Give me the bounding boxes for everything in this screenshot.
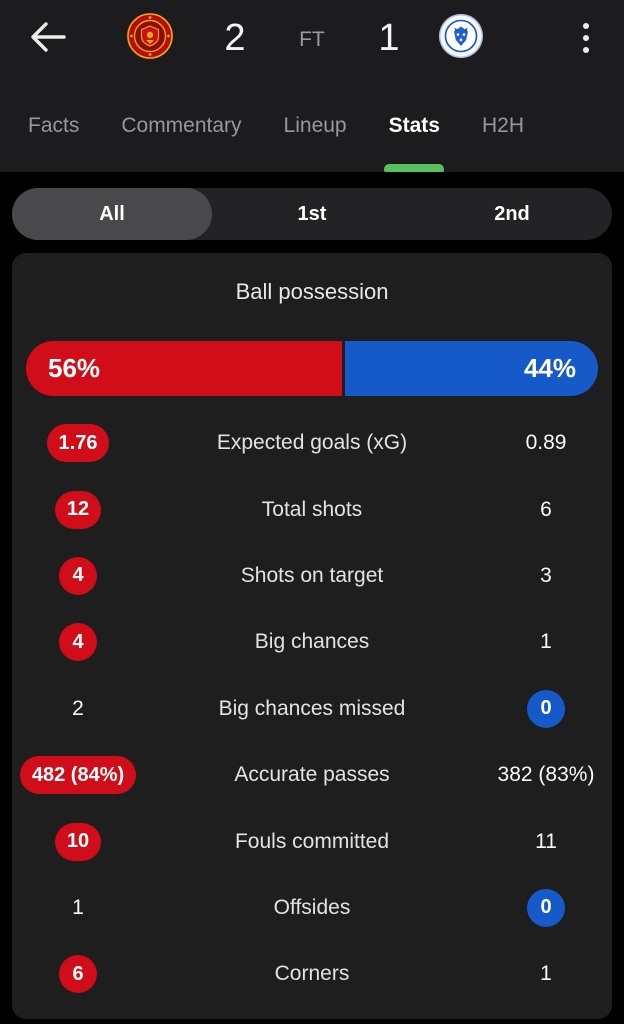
- away-stat-value: 382 (83%): [497, 763, 595, 787]
- possession-title: Ball possession: [235, 279, 389, 304]
- stat-label: Fouls committed: [234, 829, 390, 853]
- segment-1st[interactable]: 1st: [212, 188, 412, 240]
- home-stat-value: 12: [54, 490, 102, 529]
- home-stat-value: 10: [54, 822, 102, 861]
- stat-label: Offsides: [273, 895, 351, 919]
- possession-away-segment: 44%: [345, 341, 598, 396]
- topbar: 2 FT 1: [0, 0, 624, 172]
- stats-card: Ball possession 56% 44% 1.76 Expected go…: [12, 253, 612, 1019]
- stat-label: Shots on target: [240, 563, 384, 587]
- match-header: 2 FT 1: [0, 0, 624, 80]
- back-button[interactable]: [28, 17, 68, 57]
- away-stat-value: 0: [527, 888, 565, 927]
- home-stat-value: 6: [59, 955, 97, 994]
- possession-bar: 56% 44%: [26, 341, 598, 396]
- stat-row-accurate-passes: 482 (84%) Accurate passes 382 (83%): [19, 742, 598, 808]
- tab-commentary[interactable]: Commentary: [121, 80, 241, 172]
- tab-bar: Facts Commentary Lineup Stats H2H: [0, 80, 624, 172]
- stat-row-total-shots: 12 Total shots 6: [26, 476, 598, 542]
- stat-label: Expected goals (xG): [216, 431, 408, 455]
- possession-home-segment: 56%: [26, 341, 342, 396]
- stat-label: Big chances missed: [218, 696, 406, 720]
- segment-2nd[interactable]: 2nd: [412, 188, 612, 240]
- away-team-crest-icon: [438, 13, 484, 59]
- home-stat-value: 4: [59, 623, 97, 662]
- stat-label: Accurate passes: [234, 763, 390, 787]
- more-options-button[interactable]: [570, 18, 602, 58]
- stat-rows: 1.76 Expected goals (xG) 0.89 12 Total s…: [19, 410, 598, 1008]
- home-score: 2: [224, 17, 246, 59]
- away-stat-value: 3: [540, 563, 552, 587]
- home-stat-value: 1.76: [46, 424, 110, 463]
- stat-row-corners: 6 Corners 1: [26, 941, 598, 1007]
- away-stat-value: 1: [540, 962, 552, 986]
- stat-label: Corners: [274, 962, 350, 986]
- stat-row-big-chances: 4 Big chances 1: [26, 609, 598, 675]
- possession-away-value: 44%: [523, 353, 576, 383]
- stat-row-shots-on-target: 4 Shots on target 3: [26, 543, 598, 609]
- away-score: 1: [378, 17, 400, 59]
- stat-row-expected-goals: 1.76 Expected goals (xG) 0.89: [26, 410, 598, 476]
- tab-stats[interactable]: Stats: [384, 80, 445, 172]
- away-stat-value: 11: [535, 829, 557, 853]
- stat-row-fouls-committed: 10 Fouls committed 11: [26, 808, 598, 874]
- home-stat-value: 1: [72, 895, 84, 919]
- tab-h2h[interactable]: H2H: [482, 80, 524, 172]
- active-tab-indicator: [384, 164, 445, 172]
- away-stat-value: 1: [540, 630, 552, 654]
- home-team-crest-icon: [126, 12, 174, 60]
- back-arrow-icon: [28, 22, 68, 60]
- period-segmented-control: All 1st 2nd: [12, 188, 612, 240]
- stat-label: Big chances: [254, 630, 370, 654]
- stat-label: Total shots: [261, 497, 363, 521]
- stat-row-offsides: 1 Offsides 0: [26, 875, 598, 941]
- home-stat-value: 4: [59, 556, 97, 595]
- stat-row-big-chances-missed: 2 Big chances missed 0: [26, 676, 598, 742]
- kebab-menu-icon: [583, 23, 589, 29]
- tab-facts[interactable]: Facts: [28, 80, 79, 172]
- home-stat-value: 482 (84%): [19, 756, 137, 795]
- away-stat-value: 0: [527, 689, 565, 728]
- match-status: FT: [299, 28, 325, 51]
- possession-home-value: 56%: [48, 353, 101, 383]
- home-stat-value: 2: [72, 696, 84, 720]
- away-stat-value: 0.89: [525, 431, 567, 455]
- segment-all[interactable]: All: [12, 188, 212, 240]
- tab-lineup[interactable]: Lineup: [284, 80, 347, 172]
- away-stat-value: 6: [540, 497, 552, 521]
